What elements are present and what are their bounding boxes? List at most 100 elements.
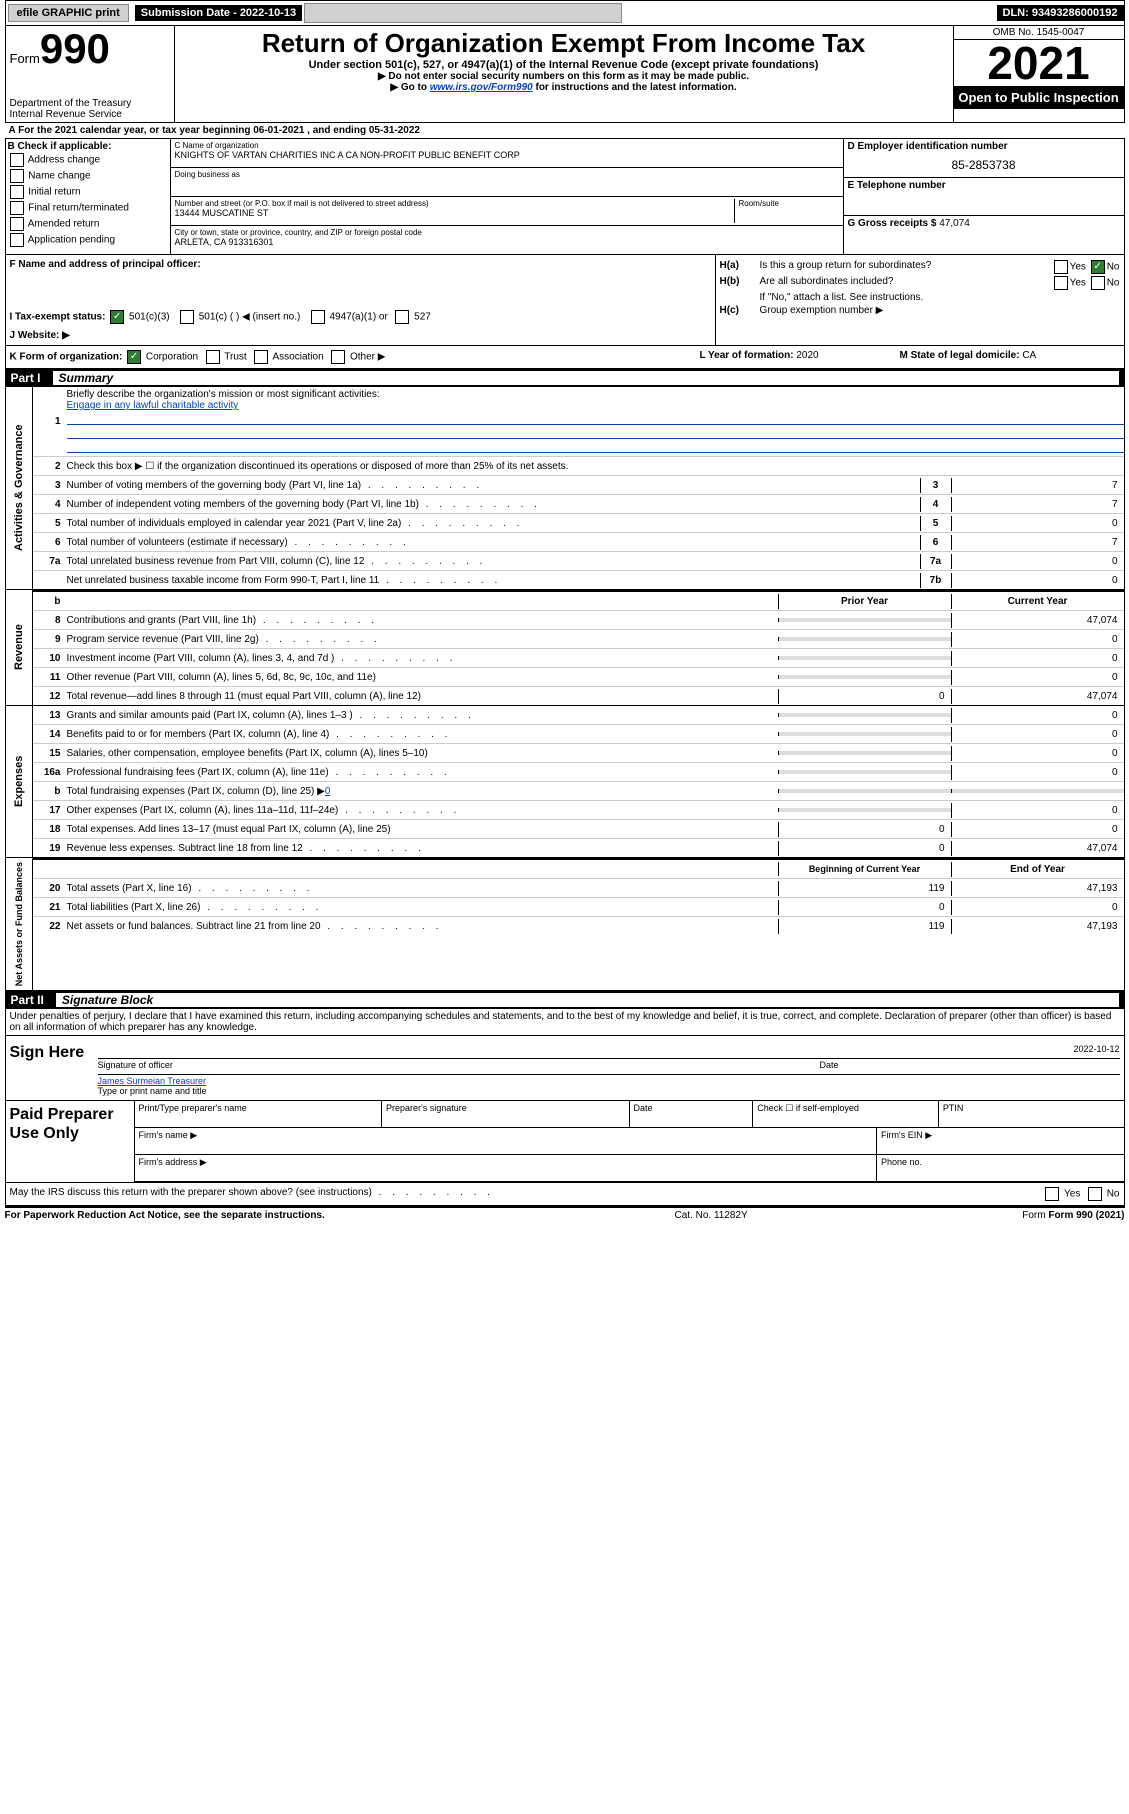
c18: 0 xyxy=(951,822,1124,837)
val5: 0 xyxy=(951,516,1124,531)
chk-name[interactable] xyxy=(10,169,24,183)
lbl-name: Name change xyxy=(28,171,90,182)
line19: Revenue less expenses. Subtract line 18 … xyxy=(67,841,778,856)
p19: 0 xyxy=(778,841,951,856)
instr-link[interactable]: www.irs.gov/Form990 xyxy=(430,82,533,93)
lbl-527: 527 xyxy=(414,312,431,323)
chk-trust[interactable] xyxy=(206,350,220,364)
open-inspection: Open to Public Inspection xyxy=(954,86,1124,109)
firm-name: Firm's name ▶ xyxy=(134,1128,877,1155)
ein: 85-2853738 xyxy=(848,152,1120,172)
c19: 47,074 xyxy=(951,841,1124,856)
c14: 0 xyxy=(951,727,1124,742)
c13: 0 xyxy=(951,708,1124,723)
m-label: M State of legal domicile: xyxy=(900,350,1023,361)
f-label: F Name and address of principal officer: xyxy=(10,259,711,270)
blank-btn xyxy=(304,3,622,23)
city: ARLETA, CA 913316301 xyxy=(175,237,839,247)
discuss-no[interactable] xyxy=(1088,1187,1102,1201)
lbl-other: Other ▶ xyxy=(350,352,385,363)
chk-pending[interactable] xyxy=(10,233,24,247)
p12: 0 xyxy=(778,689,951,704)
efile-btn[interactable]: efile GRAPHIC print xyxy=(8,4,129,22)
top-bar: efile GRAPHIC print Submission Date - 20… xyxy=(5,0,1125,26)
chk-initial[interactable] xyxy=(10,185,24,199)
ha-no[interactable] xyxy=(1091,260,1105,274)
hb-yes[interactable] xyxy=(1054,276,1068,290)
part1-title: Summary xyxy=(53,371,1119,385)
part2-header: Part II Signature Block xyxy=(5,991,1125,1009)
hdr-curr: Current Year xyxy=(951,594,1124,609)
summary-revenue: Revenue b Prior Year Current Year 8 Cont… xyxy=(5,590,1125,706)
phone: Phone no. xyxy=(876,1155,1124,1182)
e-label: E Telephone number xyxy=(848,180,1120,191)
hb-note: If "No," attach a list. See instructions… xyxy=(760,292,1120,303)
sign-here-row: Sign Here Signature of officer 2022-10-1… xyxy=(6,1035,1124,1100)
dba-label: Doing business as xyxy=(175,170,839,179)
side-revenue: Revenue xyxy=(6,590,33,705)
instr2-post: for instructions and the latest informat… xyxy=(533,82,737,93)
chk-527[interactable] xyxy=(395,310,409,324)
city-label: City or town, state or province, country… xyxy=(175,228,839,237)
row-fhij: F Name and address of principal officer:… xyxy=(5,255,1125,346)
chk-assoc[interactable] xyxy=(254,350,268,364)
discuss-yes[interactable] xyxy=(1045,1187,1059,1201)
instr1: ▶ Do not enter social security numbers o… xyxy=(177,71,951,82)
chk-501c[interactable] xyxy=(180,310,194,324)
chk-amended[interactable] xyxy=(10,217,24,231)
form-title: Return of Organization Exempt From Incom… xyxy=(177,28,951,59)
cat-no: Cat. No. 11282Y xyxy=(675,1210,925,1221)
paperwork: For Paperwork Reduction Act Notice, see … xyxy=(5,1210,675,1221)
lbl-dyes: Yes xyxy=(1064,1189,1080,1200)
submission-date: Submission Date - 2022-10-13 xyxy=(135,5,302,21)
ha-yes[interactable] xyxy=(1054,260,1068,274)
prep-date: Date xyxy=(629,1101,753,1128)
p21: 0 xyxy=(778,900,951,915)
line14: Benefits paid to or for members (Part IX… xyxy=(67,727,778,742)
check-if: Check ☐ if self-employed xyxy=(752,1101,938,1128)
form-header: Form990 Department of the Treasury Inter… xyxy=(5,26,1125,123)
line18: Total expenses. Add lines 13–17 (must eq… xyxy=(67,822,778,837)
line21: Total liabilities (Part X, line 26) xyxy=(67,900,778,915)
line3: Number of voting members of the governin… xyxy=(67,478,920,493)
chk-corp[interactable] xyxy=(127,350,141,364)
year-box: OMB No. 1545-0047 2021 Open to Public In… xyxy=(953,26,1124,122)
lbl-address: Address change xyxy=(28,155,100,166)
chk-final[interactable] xyxy=(10,201,24,215)
lbl-yes2: Yes xyxy=(1070,278,1086,289)
d-label: D Employer identification number xyxy=(848,141,1120,152)
g-val: 47,074 xyxy=(939,218,970,229)
firm-ein: Firm's EIN ▶ xyxy=(876,1128,1124,1155)
val7a: 0 xyxy=(951,554,1124,569)
lbl-pending: Application pending xyxy=(28,235,115,246)
addr-label: Number and street (or P.O. box if mail i… xyxy=(175,199,734,208)
line1: Briefly describe the organization's miss… xyxy=(67,389,380,400)
chk-501c3[interactable] xyxy=(110,310,124,324)
irs: Internal Revenue Service xyxy=(10,109,170,120)
room-label: Room/suite xyxy=(739,199,839,208)
chk-address[interactable] xyxy=(10,153,24,167)
chk-4947[interactable] xyxy=(311,310,325,324)
sig-date-label: Date xyxy=(820,1060,839,1070)
sig-declare: Under penalties of perjury, I declare th… xyxy=(6,1009,1124,1035)
side-netassets: Net Assets or Fund Balances xyxy=(6,858,33,990)
addr: 13444 MUSCATINE ST xyxy=(175,208,734,218)
line1-val[interactable]: Engage in any lawful charitable activity xyxy=(67,400,239,411)
lbl-501c: 501(c) ( ) ◀ (insert no.) xyxy=(199,312,301,323)
instr2-pre: ▶ Go to xyxy=(390,82,429,93)
chk-other[interactable] xyxy=(331,350,345,364)
ha-label: H(a) xyxy=(720,260,760,274)
part1-header: Part I Summary xyxy=(5,369,1125,387)
c8: 47,074 xyxy=(951,613,1124,628)
lbl-no2: No xyxy=(1107,278,1120,289)
p20: 119 xyxy=(778,881,951,896)
hb-label: H(b) xyxy=(720,276,760,290)
hdr-beg: Beginning of Current Year xyxy=(778,862,951,876)
col-de: D Employer identification number 85-2853… xyxy=(843,139,1124,254)
summary-expenses: Expenses 13 Grants and similar amounts p… xyxy=(5,706,1125,858)
c20: 47,193 xyxy=(951,881,1124,896)
c-name-label: C Name of organization xyxy=(175,141,839,150)
i-label: I Tax-exempt status: xyxy=(10,312,106,323)
hb-no[interactable] xyxy=(1091,276,1105,290)
blank-line xyxy=(67,440,1124,453)
